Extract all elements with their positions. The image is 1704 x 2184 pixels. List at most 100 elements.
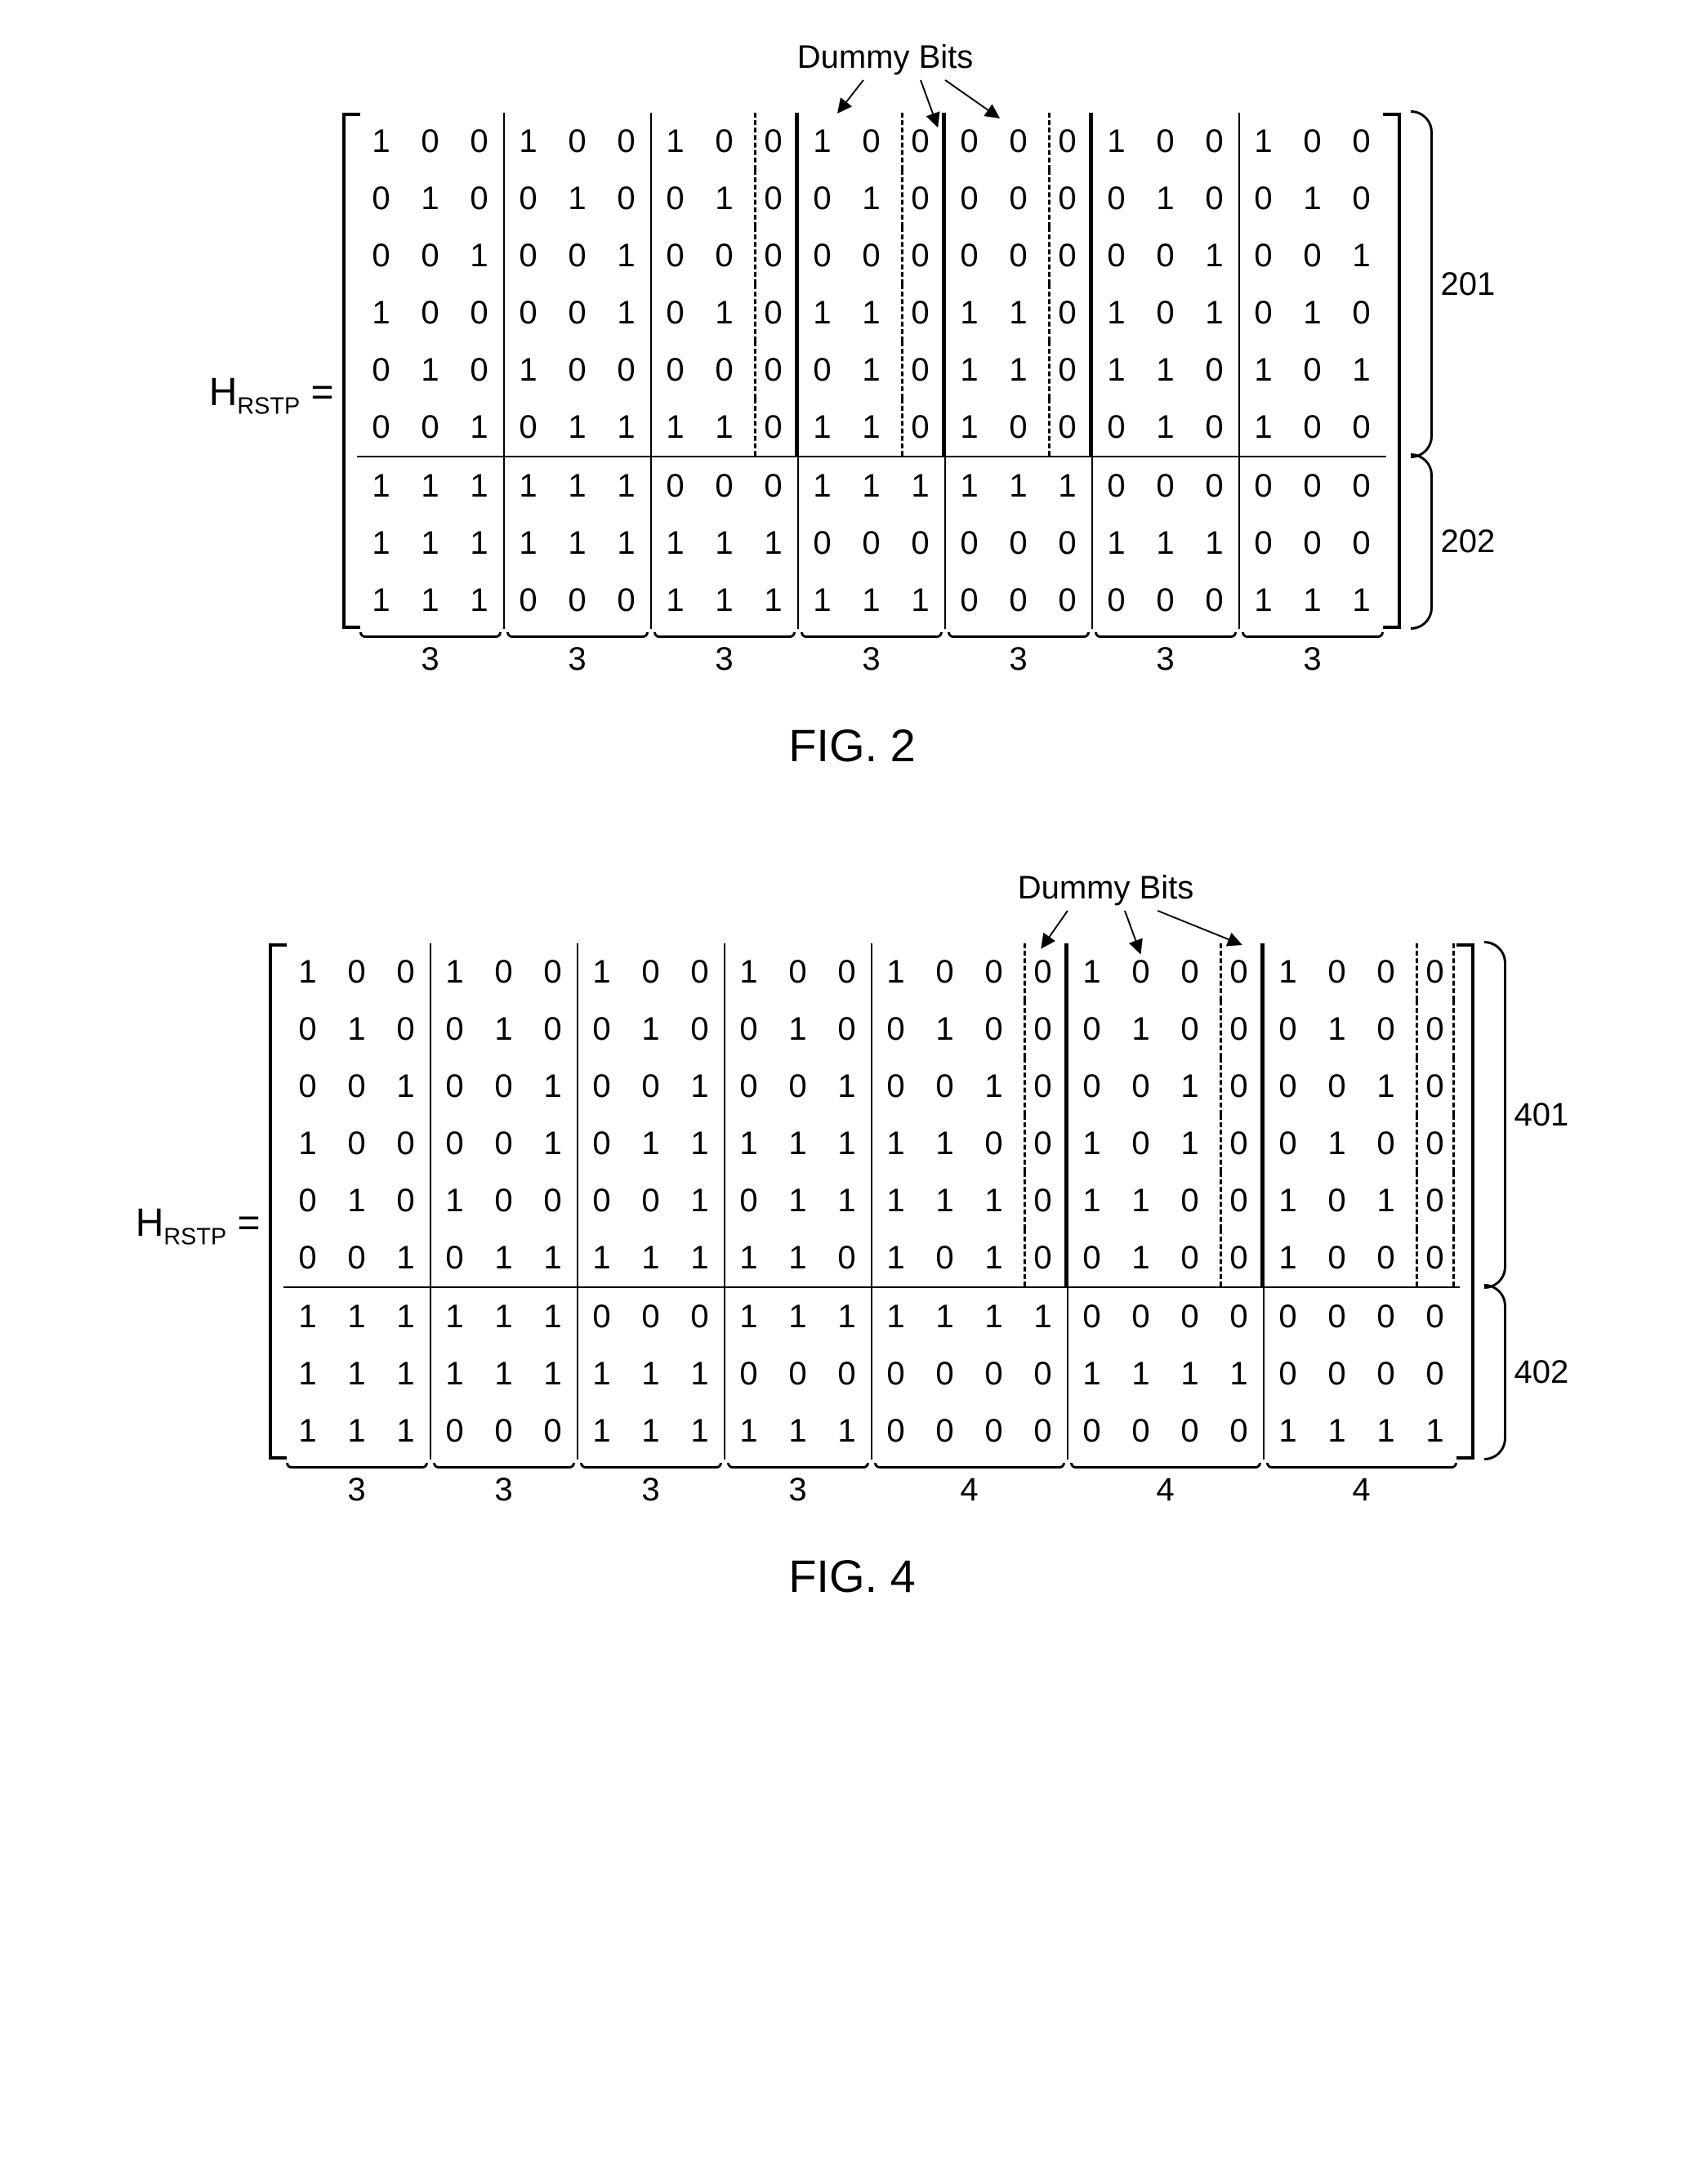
matrix-cell: 0: [749, 457, 798, 515]
matrix-cell: 0: [1068, 1287, 1117, 1345]
matrix-cell: 1: [1288, 572, 1337, 629]
matrix-cell: 1: [602, 399, 651, 457]
matrix-cell: 1: [823, 1172, 872, 1229]
matrix-cell: 1: [529, 1287, 578, 1345]
matrix-cell: 1: [1337, 227, 1386, 284]
matrix-cell: 0: [1166, 1229, 1215, 1287]
matrix-cell: 0: [1239, 170, 1288, 227]
matrix-cell: 0: [504, 227, 553, 284]
matrix-cell: 1: [823, 1058, 872, 1115]
matrix-cell: 1: [1190, 227, 1239, 284]
matrix-cell: 1: [970, 1229, 1019, 1287]
dummy-bits-label: Dummy Bits: [1018, 870, 1194, 907]
matrix-cell: 0: [553, 284, 602, 341]
matrix-cell: 1: [725, 1402, 774, 1460]
row-group-brace: 202: [1411, 456, 1496, 627]
matrix-cell: 0: [553, 227, 602, 284]
matrix-cell: 1: [1141, 515, 1190, 572]
matrix-cell: 0: [283, 1229, 332, 1287]
matrix-cell: 0: [896, 515, 945, 572]
matrix-cell: 0: [406, 227, 455, 284]
matrix-cell: 1: [602, 515, 651, 572]
matrix-cell: 0: [1313, 943, 1362, 1001]
figure-caption: FIG. 2: [788, 719, 916, 772]
matrix-cell: 0: [896, 284, 945, 341]
matrix-cell: 0: [1092, 170, 1141, 227]
matrix-cell: 0: [1190, 572, 1239, 629]
matrix-cell: 0: [994, 399, 1043, 457]
matrix-cell: 1: [1239, 341, 1288, 399]
matrix-cell: 1: [357, 572, 406, 629]
matrix-cell: 1: [1313, 1402, 1362, 1460]
matrix-cell: 1: [529, 1058, 578, 1115]
matrix-cell: 1: [627, 1345, 676, 1402]
matrix-cell: 1: [970, 1058, 1019, 1115]
matrix-cell: 1: [332, 1345, 381, 1402]
figure-4: Dummy Bits HRSTP = 100100100100100010001…: [23, 870, 1681, 1602]
matrix-cell: 0: [749, 227, 798, 284]
matrix-cell: 0: [921, 1345, 970, 1402]
matrix-cell: 0: [1264, 1287, 1313, 1345]
matrix-cell: 0: [357, 227, 406, 284]
matrix-cell: 1: [798, 284, 847, 341]
matrix-cell: 1: [430, 1172, 480, 1229]
row-group-brace: 401: [1484, 943, 1569, 1286]
matrix-cell: 1: [602, 457, 651, 515]
column-group-label: 3: [715, 641, 733, 678]
column-group-label: 3: [862, 641, 880, 678]
matrix-cell: 1: [1288, 284, 1337, 341]
matrix-cell: 1: [774, 1287, 823, 1345]
matrix-cell: 0: [725, 1345, 774, 1402]
matrix-cell: 1: [381, 1229, 430, 1287]
matrix-cell: 1: [1362, 1402, 1411, 1460]
matrix-cell: 1: [1068, 1115, 1117, 1172]
matrix-cell: 0: [1190, 399, 1239, 457]
matrix-cell: 0: [1362, 1115, 1411, 1172]
matrix-cell: 0: [994, 515, 1043, 572]
matrix-cell: 1: [1141, 341, 1190, 399]
matrix-cell: 0: [749, 113, 798, 170]
matrix-cell: 1: [480, 1287, 529, 1345]
matrix-cell: 0: [1117, 1058, 1166, 1115]
matrix-cell: 0: [529, 1402, 578, 1460]
matrix-cell: 0: [921, 1229, 970, 1287]
column-group-label: 3: [494, 1472, 512, 1509]
matrix-cell: 0: [1068, 1229, 1117, 1287]
column-group-brace: 3: [430, 1460, 578, 1509]
matrix-cell: 0: [872, 1345, 921, 1402]
matrix-wrap: Dummy Bits HRSTP = 100100100100000100100…: [209, 39, 1496, 678]
matrix-cell: 1: [480, 1345, 529, 1402]
row-group-label: 402: [1514, 1354, 1569, 1391]
matrix-cell: 0: [1288, 457, 1337, 515]
matrix-cell: 0: [872, 1001, 921, 1058]
matrix-cell: 1: [455, 515, 504, 572]
matrix-cell: 1: [381, 1402, 430, 1460]
column-group-brace: 4: [1264, 1460, 1460, 1509]
matrix-cell: 0: [1337, 399, 1386, 457]
matrix-cell: 0: [1288, 399, 1337, 457]
matrix-cell: 0: [1141, 113, 1190, 170]
matrix-cell: 0: [332, 1115, 381, 1172]
arrow-icon: [837, 79, 863, 113]
matrix-cell: 1: [1362, 1058, 1411, 1115]
matrix-cell: 1: [1337, 572, 1386, 629]
matrix-cell: 1: [480, 1001, 529, 1058]
matrix-cell: 1: [357, 284, 406, 341]
matrix-cell: 1: [896, 572, 945, 629]
matrix-cell: 0: [1288, 515, 1337, 572]
matrix-cell: 1: [872, 1229, 921, 1287]
matrix-cell: 1: [1239, 399, 1288, 457]
arrow-icon: [1041, 910, 1068, 947]
matrix-cell: 0: [945, 515, 994, 572]
matrix-cell: 0: [1215, 1115, 1264, 1172]
matrix-cell: 0: [945, 170, 994, 227]
matrix-cell: 0: [332, 1058, 381, 1115]
matrix-cell: 0: [1264, 1001, 1313, 1058]
matrix-cell: 0: [1215, 1172, 1264, 1229]
matrix-cell: 0: [1019, 1115, 1068, 1172]
matrix-cell: 0: [798, 170, 847, 227]
matrix-cell: 0: [455, 170, 504, 227]
matrix-cell: 0: [945, 227, 994, 284]
matrix-cell: 1: [332, 1001, 381, 1058]
matrix-cell: 1: [872, 1172, 921, 1229]
